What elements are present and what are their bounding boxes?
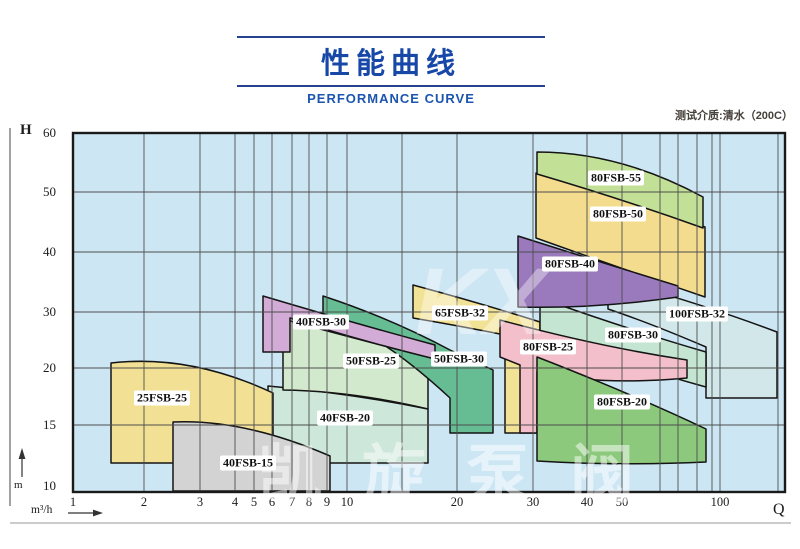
x-tick-8: 8 (305, 495, 313, 509)
region-label-80FSB-55: 80FSB-55 (587, 170, 645, 186)
page-title: 性能曲线 (320, 48, 461, 80)
region-80FSB-20 (536, 356, 707, 465)
plot-border (71, 131, 787, 494)
region-label-65FSB-32: 65FSB-32 (431, 305, 489, 321)
x-tick-10: 10 (340, 495, 354, 509)
title-rule-bottom (237, 85, 545, 87)
x-tick-5: 5 (250, 495, 258, 509)
x-tick-50: 50 (615, 495, 629, 509)
region-label-80FSB-40: 80FSB-40 (541, 256, 599, 272)
y-tick-60: 60 (43, 125, 56, 140)
y-tick-30: 30 (43, 304, 56, 319)
y-tick-50: 50 (43, 184, 56, 199)
y-axis-symbol: H (20, 122, 32, 138)
page-subtitle: PERFORMANCE CURVE (307, 91, 475, 106)
test-medium-note: 测试介质:清水（200C） (675, 110, 793, 122)
y-tick-20: 20 (43, 360, 56, 375)
region-label-80FSB-30: 80FSB-30 (604, 327, 662, 343)
title-rule-top (237, 36, 545, 38)
x-tick-9: 9 (323, 495, 331, 509)
region-label-40FSB-20: 40FSB-20 (316, 410, 374, 426)
x-tick-20: 20 (450, 495, 464, 509)
x-tick-3: 3 (196, 495, 204, 509)
y-unit-arrow-head (18, 448, 26, 459)
y-axis-unit: m (14, 479, 23, 491)
x-axis-unit: m³/h (31, 504, 53, 516)
region-label-80FSB-20: 80FSB-20 (593, 394, 651, 410)
region-80FSB-55 (536, 151, 704, 229)
region-label-40FSB-15: 40FSB-15 (219, 455, 277, 471)
x-tick-2: 2 (140, 495, 148, 509)
x-tick-7: 7 (288, 495, 296, 509)
region-label-80FSB-50: 80FSB-50 (589, 206, 647, 222)
region-label-50FSB-25: 50FSB-25 (342, 353, 400, 369)
region-label-100FSB-32: 100FSB-32 (665, 306, 729, 322)
x-unit-arrow-head (93, 509, 103, 517)
x-tick-100: 100 (710, 495, 730, 509)
y-tick-15: 15 (43, 417, 56, 432)
region-label-50FSB-30: 50FSB-30 (430, 351, 488, 367)
x-tick-4: 4 (231, 495, 239, 509)
y-tick-10: 10 (43, 478, 56, 493)
y-tick-40: 40 (43, 244, 56, 259)
x-tick-1: 1 (69, 495, 77, 509)
region-label-80FSB-25: 80FSB-25 (519, 339, 577, 355)
region-label-25FSB-25: 25FSB-25 (133, 390, 191, 406)
x-tick-6: 6 (268, 495, 276, 509)
x-tick-30: 30 (526, 495, 540, 509)
region-label-40FSB-30: 40FSB-30 (292, 314, 350, 330)
x-tick-40: 40 (580, 495, 594, 509)
x-axis-symbol: Q (773, 501, 785, 518)
